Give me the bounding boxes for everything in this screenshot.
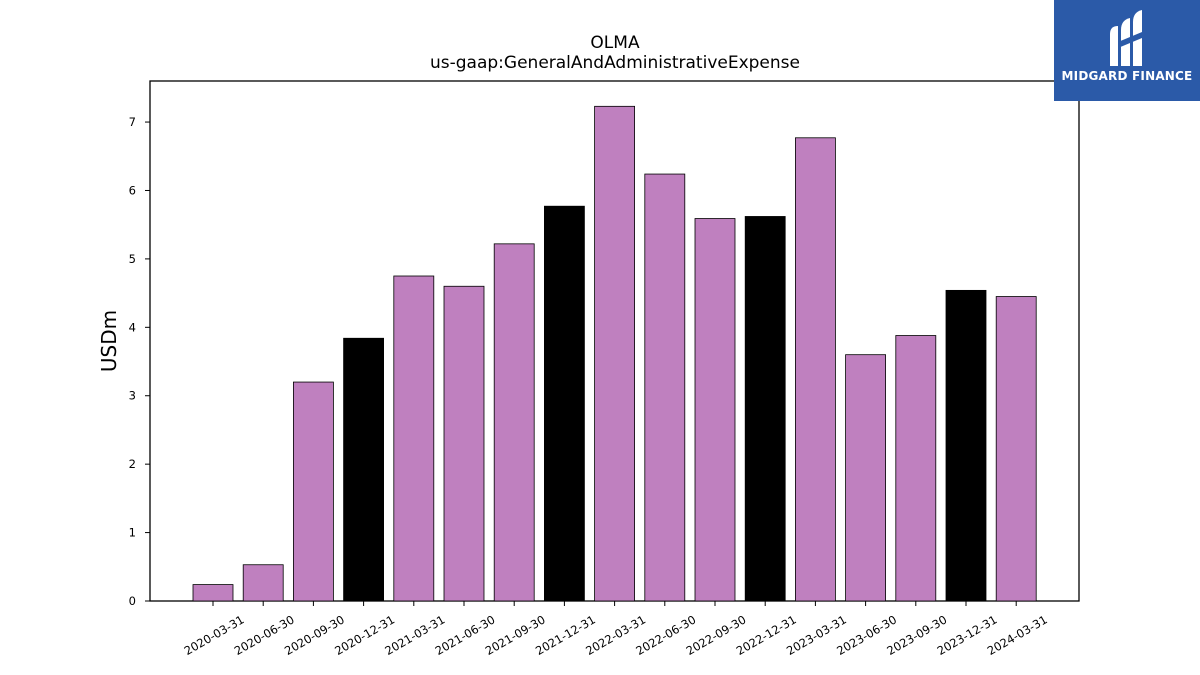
y-tick-label: 1 [129, 526, 136, 540]
bar-2023-09-30 [895, 335, 937, 602]
bar-2022-06-30 [644, 173, 686, 602]
bars-group [192, 105, 1037, 602]
y-tick-label: 4 [129, 320, 136, 334]
bar-2023-03-31 [795, 137, 836, 602]
chart-subtitle: us-gaap:GeneralAndAdministrativeExpense [430, 53, 800, 73]
bar-2020-03-31 [192, 584, 234, 602]
chart-title: OLMA [590, 33, 640, 53]
bar-2022-12-31 [744, 216, 786, 602]
logo-text: MIDGARD FINANCE [1061, 69, 1193, 83]
bar-2020-12-31 [343, 337, 385, 602]
bar-2021-06-30 [443, 285, 485, 602]
bar-2023-12-31 [945, 289, 987, 602]
bar-2024-03-31 [995, 296, 1037, 602]
bar-2020-06-30 [242, 564, 284, 602]
bar-2021-12-31 [544, 205, 585, 602]
y-tick-label: 0 [129, 594, 136, 608]
bar-2021-03-31 [393, 275, 435, 602]
x-axis-ticks: 2020-03-312020-06-302020-09-302020-12-31… [182, 601, 1050, 658]
midgard-finance-logo: MIDGARD FINANCE [1054, 0, 1200, 101]
y-axis-label: USDm [97, 310, 121, 372]
logo-mark-icon [1110, 10, 1142, 66]
bar-2022-03-31 [594, 105, 635, 602]
bar-2022-09-30 [694, 218, 736, 602]
y-tick-label: 6 [129, 183, 136, 197]
y-tick-label: 3 [129, 389, 136, 403]
bar-2023-06-30 [845, 354, 886, 602]
y-tick-label: 7 [129, 115, 136, 129]
y-tick-label: 5 [129, 252, 136, 266]
bar-2021-09-30 [493, 243, 535, 602]
y-axis-ticks: 0 1 2 3 4 5 6 7 [129, 115, 150, 608]
y-tick-label: 2 [129, 457, 136, 471]
bar-2020-09-30 [292, 381, 334, 602]
